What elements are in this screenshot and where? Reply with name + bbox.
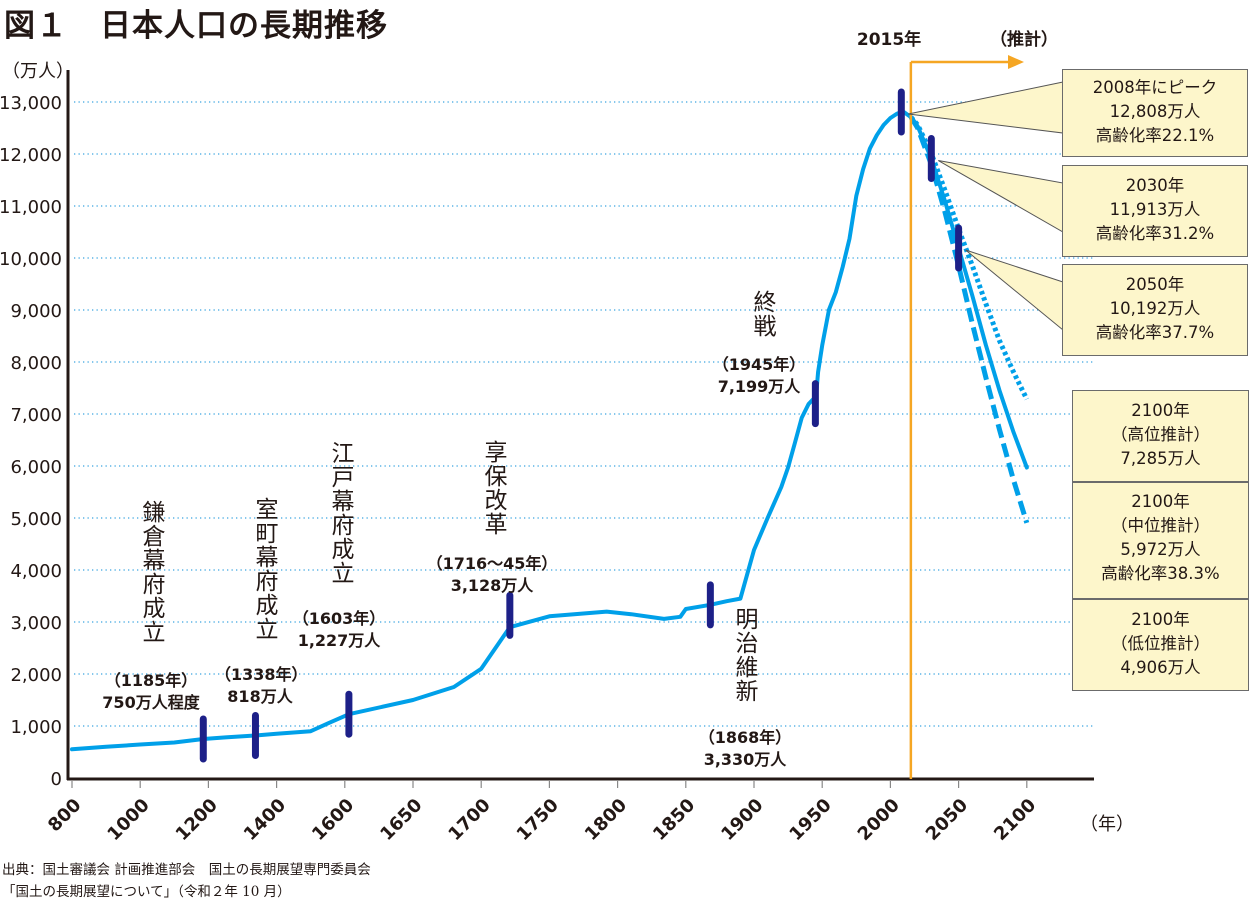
y-tick-label: 2,000 bbox=[10, 665, 62, 686]
event-label-muromachi: 室町幕府成立 bbox=[251, 497, 277, 641]
callout-high-line: 2100年 bbox=[1131, 401, 1190, 420]
event-muromachi-year: （1338年） bbox=[215, 665, 308, 684]
y-tick-label: 3,000 bbox=[10, 613, 62, 634]
y-tick-label: 10,000 bbox=[0, 249, 62, 270]
y-tick-label: 5,000 bbox=[10, 509, 62, 530]
x-tick-label: 1600 bbox=[308, 795, 358, 845]
event-shusen-year: （1945年） bbox=[712, 355, 806, 374]
x-tick-label: 1800 bbox=[581, 795, 631, 845]
series-line-低位推計 bbox=[908, 115, 1030, 524]
callout-leaders bbox=[908, 81, 1064, 332]
callout-2100-medium: 2100年 （中位推計） 5,972万人 高齢化率38.3% bbox=[1072, 482, 1249, 599]
callout-high-line: （高位推計） bbox=[1111, 425, 1210, 444]
x-tick-label: 1750 bbox=[513, 795, 563, 845]
event-meiji-value: 3,330万人 bbox=[703, 750, 787, 769]
x-axis-unit-label: （年） bbox=[1080, 814, 1134, 835]
x-tick-label: 2050 bbox=[922, 795, 972, 845]
event-edo-value: 1,227万人 bbox=[297, 631, 381, 650]
event-edo-year: （1603年） bbox=[292, 609, 386, 628]
x-tick-label: 1900 bbox=[717, 795, 767, 845]
callout-peak-line: 2008年にピーク bbox=[1092, 78, 1218, 97]
callout-peak-line: 高齢化率22.1% bbox=[1095, 126, 1215, 145]
event-label-kamakura: 鎌倉幕府成立 bbox=[138, 500, 164, 644]
event-kamakura-year: （1185年） bbox=[104, 671, 198, 690]
callout-2030-line: 2030年 bbox=[1125, 176, 1185, 195]
y-tick-label: 8,000 bbox=[10, 353, 62, 374]
callout-medium-line: 5,972万人 bbox=[1120, 540, 1201, 559]
projection-estimate-label: （推計） bbox=[990, 29, 1058, 50]
callout-2030-line: 高齢化率31.2% bbox=[1095, 224, 1215, 243]
event-meiji-year: （1868年） bbox=[698, 728, 792, 747]
x-tick-label: 1700 bbox=[444, 795, 494, 845]
y-tick-label: 12,000 bbox=[0, 145, 62, 166]
callout-2030: 2030年 11,913万人 高齢化率31.2% bbox=[1062, 165, 1248, 257]
callout-low-line: （低位推計） bbox=[1111, 634, 1210, 653]
y-tick-label: 6,000 bbox=[10, 457, 62, 478]
callout-pointer bbox=[938, 160, 1064, 233]
callout-high-line: 7,285万人 bbox=[1120, 449, 1201, 468]
callout-pointer bbox=[908, 81, 1064, 134]
x-tick-label: 1200 bbox=[172, 795, 222, 845]
y-tick-label: 1,000 bbox=[10, 717, 62, 738]
callout-peak-line: 12,808万人 bbox=[1109, 102, 1201, 121]
projection-arrow-head bbox=[1008, 55, 1024, 69]
event-kamakura-value: 750万人程度 bbox=[102, 693, 200, 712]
x-tick-label: 1400 bbox=[240, 795, 290, 845]
event-muromachi-detail: （1338年） 818万人 bbox=[215, 664, 308, 708]
callout-low-line: 4,906万人 bbox=[1120, 658, 1201, 677]
event-label-meiji: 明治維新 bbox=[731, 607, 757, 703]
event-shusen-value: 7,199万人 bbox=[717, 377, 801, 396]
x-tick-label: 2100 bbox=[990, 795, 1040, 845]
y-tick-label: 7,000 bbox=[10, 405, 62, 426]
y-tick-label: 4,000 bbox=[10, 561, 62, 582]
callout-low-line: 2100年 bbox=[1131, 610, 1190, 629]
x-tick-label: 800 bbox=[44, 795, 85, 836]
callout-2050-line: 高齢化率37.7% bbox=[1095, 323, 1215, 342]
series-group bbox=[70, 110, 1030, 752]
event-meiji-detail: （1868年） 3,330万人 bbox=[690, 727, 800, 771]
event-muromachi-value: 818万人 bbox=[227, 687, 293, 706]
event-edo-detail: （1603年） 1,227万人 bbox=[288, 608, 390, 652]
event-markers bbox=[199, 88, 963, 763]
projection-year-label: 2015年 bbox=[857, 29, 921, 50]
y-tick-label: 9,000 bbox=[10, 301, 62, 322]
y-tick-label: 11,000 bbox=[0, 197, 62, 218]
x-tick-label: 1950 bbox=[785, 795, 835, 845]
chart-title: 図１ 日本人口の長期推移 bbox=[4, 8, 388, 44]
event-label-edo: 江戸幕府成立 bbox=[327, 441, 353, 585]
series-line-実績 bbox=[70, 110, 913, 752]
callout-2100-high: 2100年 （高位推計） 7,285万人 bbox=[1072, 390, 1249, 482]
y-tick-label: 0 bbox=[51, 769, 62, 790]
axes: 0 1,000 2,000 3,000 4,000 5,000 6,000 7,000 8,00… bbox=[0, 29, 1134, 845]
event-kyoho-year: （1716～45年） bbox=[426, 554, 558, 573]
event-label-shusen: 終戦 bbox=[749, 290, 775, 338]
event-kyoho-detail: （1716～45年） 3,128万人 bbox=[418, 553, 566, 597]
x-tick-label: 1850 bbox=[649, 795, 699, 845]
y-axis-unit-label: （万人） bbox=[2, 61, 74, 82]
callout-medium-line: 2100年 bbox=[1131, 492, 1190, 511]
event-kyoho-value: 3,128万人 bbox=[450, 576, 534, 595]
callout-peak-2008: 2008年にピーク 12,808万人 高齢化率22.1% bbox=[1062, 69, 1248, 157]
callout-medium-line: 高齢化率38.3% bbox=[1101, 564, 1220, 583]
callout-2050: 2050年 10,192万人 高齢化率37.7% bbox=[1062, 264, 1248, 356]
callout-2100-low: 2100年 （低位推計） 4,906万人 bbox=[1072, 599, 1249, 691]
x-tick-label: 1650 bbox=[376, 795, 426, 845]
callout-medium-line: （中位推計） bbox=[1111, 516, 1210, 535]
event-label-kyoho: 享保改革 bbox=[480, 440, 506, 536]
x-tick-label: 2000 bbox=[854, 795, 904, 845]
event-kamakura-detail: （1185年） 750万人程度 bbox=[96, 670, 206, 714]
x-tick-label: 1000 bbox=[103, 795, 153, 845]
source-line-2: 「国土の長期展望について」（令和２年 10 月） bbox=[2, 884, 291, 900]
callout-2050-line: 10,192万人 bbox=[1109, 299, 1201, 318]
event-shusen-detail: （1945年） 7,199万人 bbox=[706, 354, 812, 398]
source-line-1: 出典：国土審議会 計画推進部会 国土の長期展望専門委員会 bbox=[2, 862, 371, 878]
y-tick-label: 13,000 bbox=[0, 93, 62, 114]
callout-2050-line: 2050年 bbox=[1125, 275, 1185, 294]
callout-2030-line: 11,913万人 bbox=[1109, 200, 1201, 219]
